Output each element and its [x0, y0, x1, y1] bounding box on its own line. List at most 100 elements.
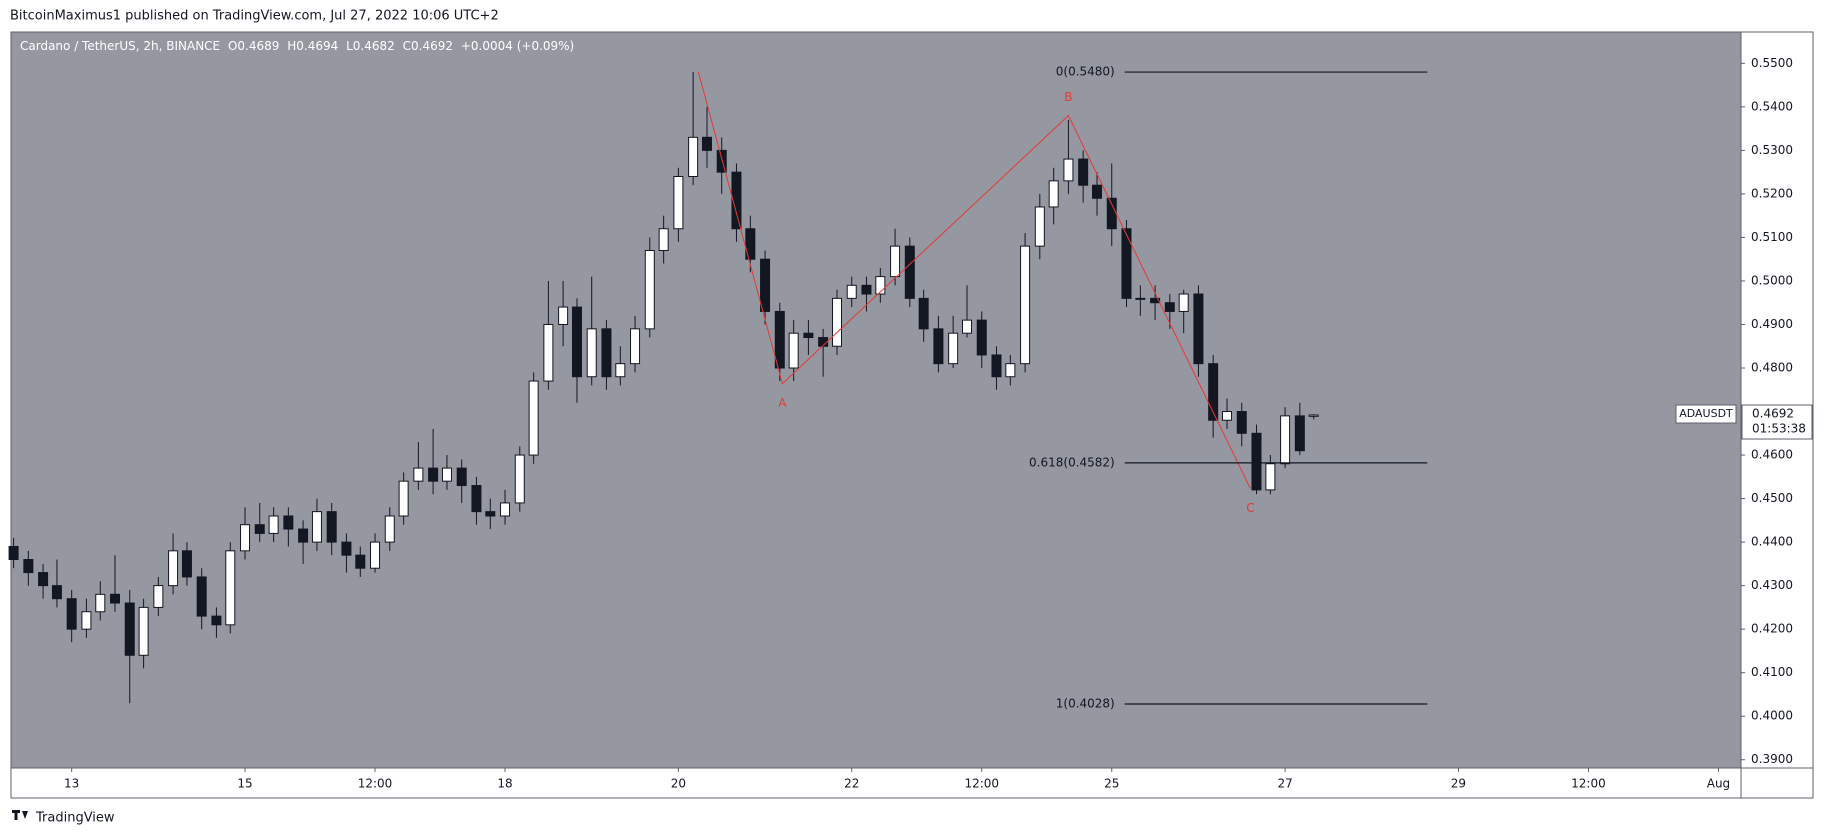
- x-tick-label: 12:00: [964, 777, 999, 791]
- candle-body: [788, 332, 799, 369]
- candle-body: [658, 228, 669, 251]
- candle-body: [760, 258, 771, 312]
- fib-label: 0(0.5480): [1056, 65, 1115, 79]
- y-tick-label: 0.5400: [1751, 99, 1793, 113]
- candle-body: [1048, 180, 1059, 208]
- x-tick-label: 12:00: [1571, 777, 1606, 791]
- candle-body: [1092, 184, 1103, 199]
- candle-body: [1280, 415, 1291, 465]
- candle-body: [181, 550, 192, 578]
- candle-body: [731, 171, 742, 230]
- fib-label: 1(0.4028): [1056, 697, 1115, 711]
- candle-body: [384, 515, 395, 543]
- symbol-tag: ADAUSDT: [1679, 407, 1733, 420]
- candle-body: [355, 554, 366, 569]
- candle-body: [1294, 415, 1305, 452]
- y-tick-label: 0.3900: [1751, 752, 1793, 766]
- candle-body: [413, 467, 424, 482]
- y-tick-label: 0.5100: [1751, 230, 1793, 244]
- candle-body: [298, 528, 309, 543]
- x-tick-label: 27: [1277, 777, 1292, 791]
- plot-layer: A B C 0(0.5480) 0.618(0.4582) 1(0.4028): [8, 65, 1428, 711]
- candle-body: [904, 245, 915, 299]
- candle-body: [471, 485, 482, 513]
- candle-body: [890, 245, 901, 278]
- candle-body: [8, 545, 19, 561]
- candle-body: [110, 593, 121, 604]
- candle-body: [1063, 158, 1074, 182]
- x-tick-label: 15: [237, 777, 252, 791]
- y-tick-label: 0.4100: [1751, 665, 1793, 679]
- candle-body: [1164, 302, 1175, 312]
- candle-body: [861, 284, 872, 295]
- wave-label: B: [1064, 90, 1072, 104]
- candle-body: [875, 276, 886, 295]
- last-price-label: 0.4692: [1752, 407, 1794, 421]
- y-tick-label: 0.5000: [1751, 273, 1793, 287]
- symbol-title: Cardano / TetherUS, 2h, BINANCE: [20, 39, 220, 53]
- candle-body: [95, 593, 106, 613]
- tradingview-logo: [12, 810, 28, 820]
- y-tick-label: 0.5300: [1751, 143, 1793, 157]
- legend-label: L: [346, 39, 353, 53]
- candle-body: [38, 572, 49, 587]
- candle-body: [341, 541, 352, 556]
- candle-body: [66, 598, 77, 630]
- wave-label: A: [778, 396, 787, 410]
- candle-body: [81, 611, 92, 630]
- candle-body: [1178, 293, 1189, 312]
- candle-body: [268, 515, 279, 534]
- candle-body: [441, 467, 452, 482]
- candle-body: [558, 306, 569, 325]
- candle-body: [1251, 432, 1262, 491]
- legend-value: 0.4689: [237, 39, 279, 53]
- candle-body: [1106, 197, 1117, 230]
- x-tick-label: 29: [1451, 777, 1466, 791]
- plot-area: [11, 32, 1741, 768]
- candle-body: [1236, 411, 1247, 434]
- candle-body: [918, 297, 929, 330]
- candle-body: [1265, 463, 1276, 491]
- candle-body: [630, 328, 641, 365]
- y-tick-label: 0.4500: [1751, 491, 1793, 505]
- y-tick-label: 0.5500: [1751, 56, 1793, 70]
- candle-body: [1078, 158, 1089, 186]
- x-tick-label: Aug: [1707, 777, 1730, 791]
- candle-body: [528, 380, 539, 456]
- candle-body: [1222, 411, 1233, 421]
- candle-body: [485, 511, 496, 517]
- candle-body: [1193, 293, 1204, 365]
- candle-body: [1020, 245, 1031, 365]
- candle-body: [1150, 297, 1161, 304]
- fib-label: 0.618(0.4582): [1029, 455, 1115, 469]
- candle-body: [962, 319, 973, 334]
- y-tick-label: 0.4900: [1751, 317, 1793, 331]
- candle-body: [601, 328, 612, 378]
- candle-body: [1121, 228, 1132, 299]
- legend-value: 0.4692: [411, 39, 453, 53]
- candle-body: [124, 602, 135, 656]
- candle-body: [1005, 363, 1016, 378]
- candle-body: [543, 323, 554, 382]
- candle-body: [716, 149, 727, 173]
- x-tick-label: 18: [497, 777, 512, 791]
- y-tick-label: 0.4800: [1751, 361, 1793, 375]
- y-tick-label: 0.4200: [1751, 622, 1793, 636]
- candle-body: [1135, 297, 1146, 300]
- candle-body: [23, 559, 34, 574]
- candle-body: [846, 284, 857, 299]
- candle-body: [168, 550, 179, 587]
- legend: Cardano / TetherUS, 2h, BINANCE O0.4689 …: [20, 39, 574, 53]
- candle-body: [254, 524, 265, 534]
- candle-body: [673, 176, 684, 230]
- candle-body: [311, 511, 322, 543]
- candle-body: [615, 363, 626, 378]
- candle-body: [701, 136, 712, 151]
- y-tick-label: 0.4000: [1751, 709, 1793, 723]
- price-axis-unit: USDT: [1750, 38, 1784, 52]
- x-tick-label: 22: [844, 777, 859, 791]
- candle-body: [571, 306, 582, 378]
- x-tick-label: 20: [671, 777, 686, 791]
- footer-brand: TradingView: [35, 811, 115, 826]
- legend-label: O: [228, 39, 237, 53]
